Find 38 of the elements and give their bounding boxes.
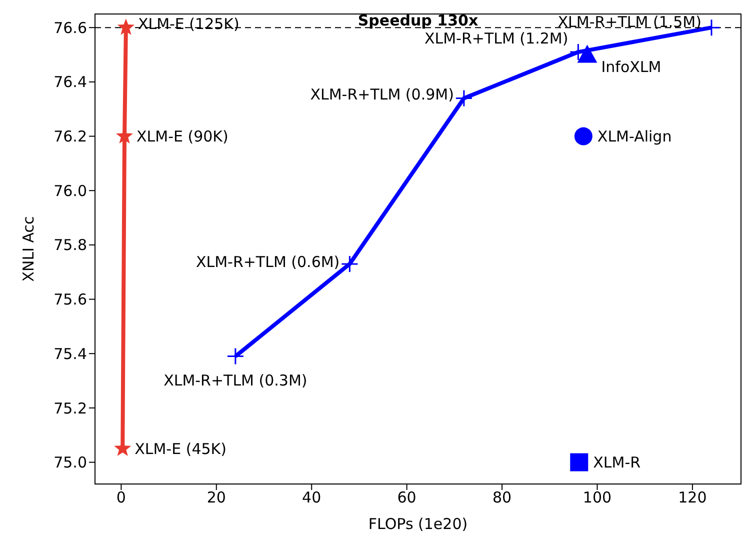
y-tick-label: 75.2 — [54, 399, 87, 418]
annotation: XLM-R+TLM (0.3M) — [164, 372, 308, 390]
annotation: XLM-E (90K) — [136, 128, 228, 146]
point — [570, 453, 588, 472]
point — [702, 18, 720, 36]
y-tick-label: 75.4 — [54, 344, 87, 363]
point — [340, 255, 358, 273]
y-tick-label: 76.4 — [54, 73, 87, 92]
y-tick-label: 75.6 — [54, 290, 87, 309]
annotation: XLM-R+TLM (1.5M) — [558, 12, 702, 31]
point — [117, 18, 135, 35]
x-tick-label: 40 — [302, 488, 322, 507]
y-axis-title: XNLI Acc — [19, 216, 38, 282]
point — [574, 127, 592, 146]
annotation: XLM-R+TLM (1.2M) — [424, 29, 568, 48]
y-tick-label: 75.8 — [54, 236, 87, 254]
x-tick-label: 80 — [492, 488, 512, 507]
y-tick-label: 76.0 — [54, 182, 87, 200]
x-tick-label: 120 — [678, 488, 707, 507]
point — [226, 348, 244, 366]
x-axis-title: FLOPs (1e20) — [368, 515, 468, 533]
x-tick-label: 20 — [206, 488, 226, 507]
annotation: XLM-R+TLM (0.9M) — [310, 85, 454, 104]
annotation: XLM-R — [593, 454, 641, 472]
point — [577, 44, 598, 63]
y-tick-label: 76.6 — [54, 18, 87, 37]
y-tick-label: 75.0 — [54, 454, 87, 472]
annotation: XLM-R+TLM (0.6M) — [196, 253, 340, 272]
y-tick-label: 76.2 — [54, 128, 87, 146]
x-tick-label: 60 — [397, 488, 416, 507]
annotation: XLM-E (45K) — [134, 440, 226, 458]
ref-line-label: Speedup 130x — [358, 12, 478, 30]
annotation: XLM-Align — [597, 128, 672, 146]
x-tick-label: 100 — [582, 488, 612, 507]
point — [455, 89, 473, 107]
x-tick-label: 0 — [116, 488, 126, 507]
annotation: XLM-E (125K) — [138, 14, 240, 33]
annotation: InfoXLM — [601, 58, 662, 76]
